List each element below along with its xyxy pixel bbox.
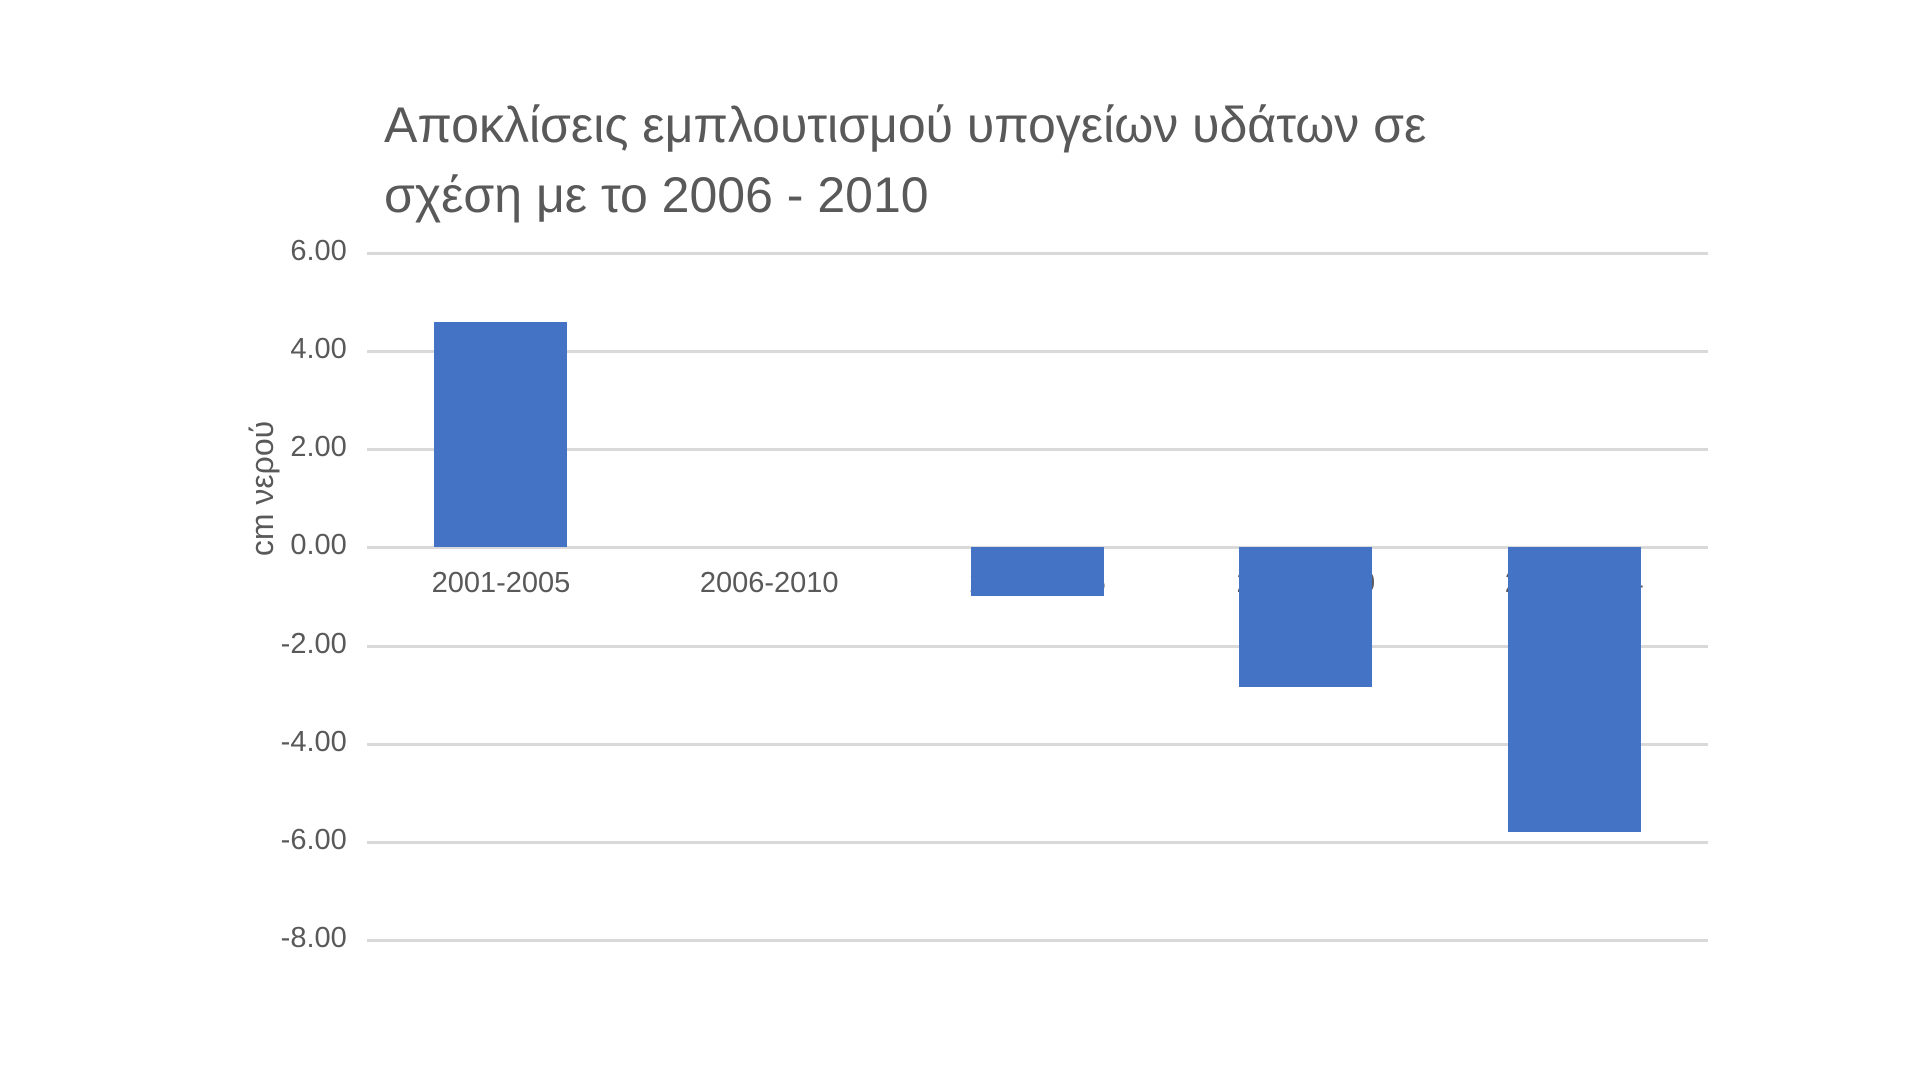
bar (434, 321, 568, 548)
gridline (366, 251, 1709, 255)
x-category-label: 2006-2010 (699, 567, 839, 600)
y-tick-label: 4.00 (290, 333, 347, 365)
bar (1239, 547, 1373, 688)
y-tick-label: -6.00 (280, 823, 347, 856)
gridline (366, 644, 1709, 648)
gridline (366, 840, 1709, 844)
gridline (366, 939, 1709, 943)
y-tick-label: 6.00 (290, 234, 347, 267)
gridline (366, 742, 1709, 746)
gridline (366, 350, 1709, 353)
chart-title: Αποκλίσεις εμπλουτισμού υπογείων υδάτων … (384, 90, 1584, 230)
chart-title-line-2: σχέση με το 2006 - 2010 (384, 167, 929, 223)
y-tick-label: 2.00 (290, 431, 347, 464)
y-tick-label: 0.00 (290, 529, 347, 562)
bar (971, 547, 1104, 597)
chart-title-line-1: Αποκλίσεις εμπλουτισμού υπογείων υδάτων … (384, 97, 1427, 153)
bar (1507, 547, 1641, 833)
y-tick-label: -2.00 (280, 627, 347, 660)
y-tick-label: -4.00 (280, 725, 347, 758)
gridline (366, 448, 1709, 452)
y-tick-label: -8.00 (280, 922, 347, 955)
x-category-label: 2001-2005 (431, 567, 571, 600)
